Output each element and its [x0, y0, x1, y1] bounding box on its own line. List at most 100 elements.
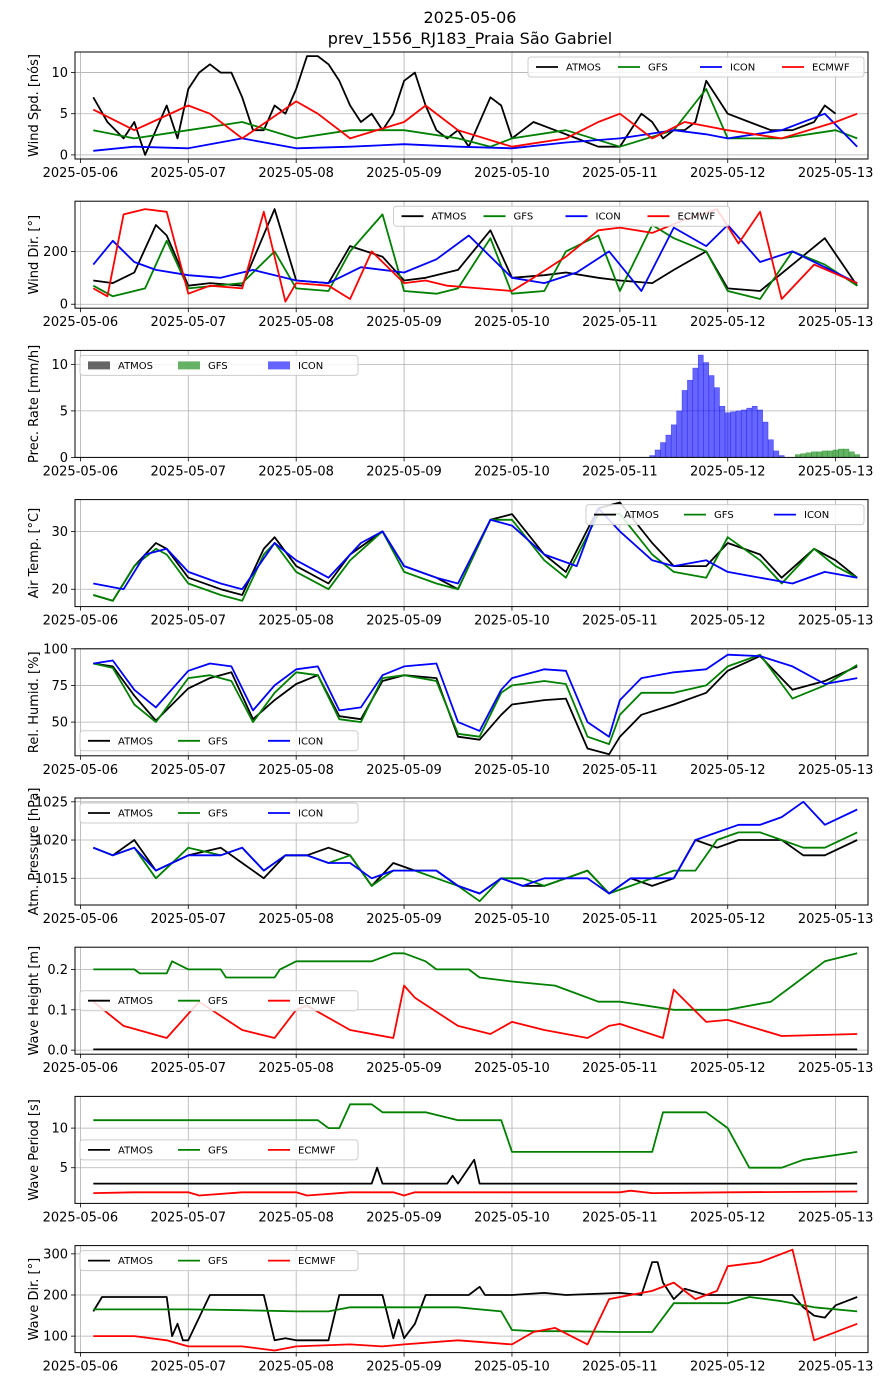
bar-icon — [724, 412, 731, 458]
legend: ATMOS GFS ECMWF — [79, 1139, 359, 1161]
bar-icon — [670, 424, 677, 458]
bar-icon — [768, 439, 774, 458]
x-tick-label: 2025-05-06 — [43, 166, 119, 181]
series-group — [93, 653, 858, 756]
legend-label-gfs: GFS — [714, 510, 734, 521]
legend-box — [79, 1250, 359, 1272]
legend-label-atmos: ATMOS — [118, 1145, 153, 1156]
y-tick-label: 200 — [43, 1288, 68, 1303]
legend-box — [79, 1139, 359, 1161]
axes-frame — [74, 349, 869, 458]
legend-label-icon: ICON — [730, 63, 755, 74]
legend-label-atmos: ATMOS — [624, 510, 659, 521]
x-tick-label: 2025-05-13 — [798, 166, 874, 181]
bar-icon — [660, 442, 666, 458]
series-group — [93, 501, 858, 602]
legend-label-ecmwf: ECMWF — [812, 63, 850, 74]
legend-label-icon: ICON — [298, 361, 323, 372]
y-tick-label: 10 — [51, 1122, 68, 1137]
x-tick-label: 2025-05-07 — [151, 763, 227, 778]
y-tick-label: 0 — [60, 451, 68, 466]
axes-frame — [74, 648, 869, 757]
axes-frame — [74, 51, 869, 160]
legend-label-icon: ICON — [298, 736, 323, 747]
x-tick-label: 2025-05-09 — [366, 1061, 442, 1076]
x-tick-label: 2025-05-11 — [582, 315, 658, 330]
line-gfs — [93, 1103, 858, 1169]
legend-box — [79, 730, 359, 752]
x-tick-label: 2025-05-11 — [582, 464, 658, 479]
y-axis-label: Wave Dir. [°] — [27, 1258, 42, 1341]
x-tick-label: 2025-05-11 — [582, 763, 658, 778]
legend: ATMOS GFS ICON ECMWF — [393, 205, 730, 227]
x-tick-label: 2025-05-11 — [582, 1360, 658, 1375]
line-atmos — [93, 655, 858, 756]
legend-box — [527, 56, 865, 78]
legend-label-atmos: ATMOS — [118, 996, 153, 1007]
legend: ATMOS GFS ICON — [79, 802, 359, 824]
x-tick-label: 2025-05-13 — [798, 614, 874, 629]
legend-label-atmos: ATMOS — [566, 63, 601, 74]
legend: ATMOS GFS ECMWF — [79, 1250, 359, 1272]
x-tick-label: 2025-05-11 — [582, 166, 658, 181]
series-group — [93, 1103, 858, 1197]
bar-icon — [751, 405, 758, 458]
x-tick-label: 2025-05-12 — [690, 464, 766, 479]
bar-gfs — [849, 451, 855, 458]
panel-9: 2025-05-06 2025-05-07 2025-05-08 2025-05-09… — [27, 1245, 873, 1375]
x-tick-label: 2025-05-09 — [366, 763, 442, 778]
x-tick-label: 2025-05-07 — [151, 315, 227, 330]
x-tick-label: 2025-05-09 — [366, 315, 442, 330]
series-group — [92, 800, 858, 903]
x-tick-label: 2025-05-12 — [690, 614, 766, 629]
x-tick-label: 2025-05-07 — [151, 166, 227, 181]
legend-swatch-atmos — [88, 361, 110, 370]
axes-frame — [74, 1245, 869, 1354]
bar-gfs — [854, 454, 861, 458]
x-tick-label: 2025-05-06 — [43, 315, 119, 330]
line-gfs — [93, 88, 858, 148]
x-tick-label: 2025-05-12 — [690, 912, 766, 927]
bar-gfs — [816, 451, 823, 458]
line-atmos — [93, 1158, 858, 1185]
line-icon — [92, 224, 858, 292]
x-tick-label: 2025-05-12 — [690, 1360, 766, 1375]
x-tick-label: 2025-05-08 — [258, 315, 334, 330]
x-tick-label: 2025-05-07 — [151, 1210, 227, 1225]
panel-3: 2025-05-06 2025-05-07 2025-05-08 2025-05-09… — [27, 345, 873, 480]
x-tick-label: 2025-05-08 — [258, 763, 334, 778]
legend-box — [585, 504, 865, 526]
axes-frame — [74, 797, 869, 906]
y-axis-label: Prec. Rate [mm/h] — [27, 345, 42, 463]
legend: ATMOS GFS ECMWF — [79, 990, 359, 1012]
x-tick-label: 2025-05-13 — [798, 763, 874, 778]
x-tick-label: 2025-05-09 — [366, 1210, 442, 1225]
x-tick-label: 2025-05-06 — [43, 614, 119, 629]
bar-icon — [719, 405, 726, 458]
bar-gfs — [838, 448, 844, 458]
x-tick-label: 2025-05-08 — [258, 912, 334, 927]
x-tick-label: 2025-05-10 — [474, 464, 550, 479]
x-tick-label: 2025-05-11 — [582, 614, 658, 629]
y-tick-label: 100 — [43, 1330, 68, 1345]
y-tick-label: 300 — [43, 1247, 68, 1262]
panel-6: 2025-05-06 2025-05-07 2025-05-08 2025-05-09… — [27, 788, 873, 927]
y-tick-label: 100 — [43, 642, 68, 657]
bar-icon — [741, 409, 747, 458]
x-tick-label: 2025-05-13 — [798, 315, 874, 330]
x-tick-label: 2025-05-13 — [798, 912, 874, 927]
x-tick-label: 2025-05-10 — [474, 614, 550, 629]
x-tick-label: 2025-05-07 — [151, 912, 227, 927]
bar-icon — [735, 410, 742, 458]
x-tick-label: 2025-05-08 — [258, 1360, 334, 1375]
legend-box — [79, 802, 359, 824]
x-tick-label: 2025-05-12 — [690, 166, 766, 181]
x-tick-label: 2025-05-08 — [258, 614, 334, 629]
legend-swatch-icon — [268, 361, 290, 370]
bar-icon — [697, 354, 704, 458]
line-gfs — [93, 1296, 858, 1333]
x-tick-label: 2025-05-10 — [474, 912, 550, 927]
line-atmos — [93, 501, 858, 602]
legend-label-icon: ICON — [596, 212, 621, 223]
line-gfs — [93, 653, 858, 745]
